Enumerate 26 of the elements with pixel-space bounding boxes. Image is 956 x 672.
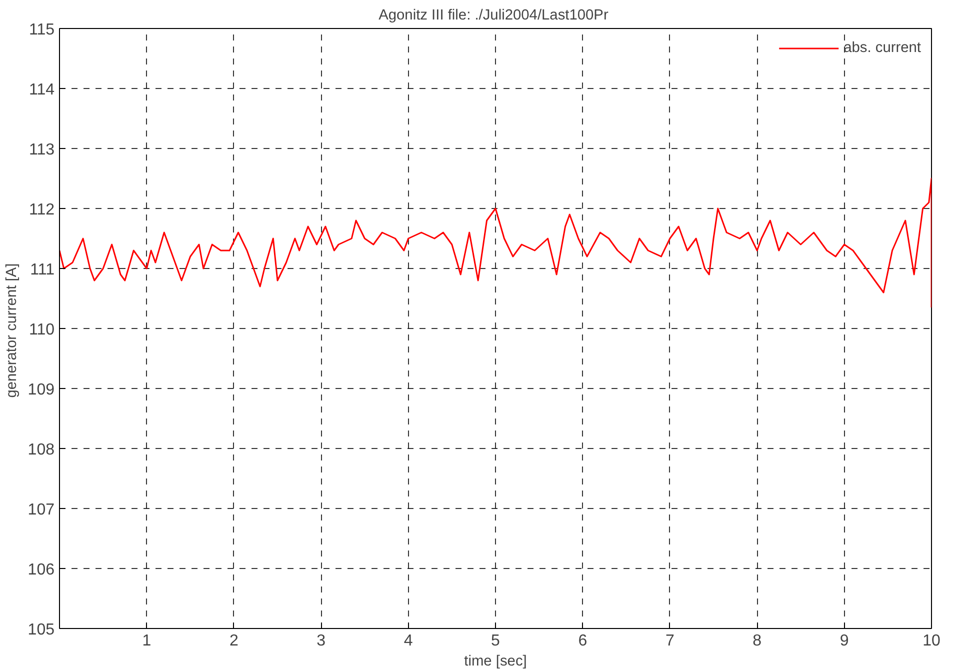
x-tick-label: 8: [752, 632, 762, 650]
x-tick-label: 5: [491, 632, 500, 650]
line-series: [60, 178, 932, 308]
legend-label: abs. current: [844, 40, 921, 56]
x-tick-label: 10: [922, 632, 940, 650]
y-tick-label: 114: [28, 82, 55, 98]
x-tick-label: 3: [316, 632, 326, 650]
x-tick-label: 4: [404, 632, 413, 650]
y-axis-title: generator current [A]: [4, 263, 20, 398]
y-tick-label: 108: [28, 442, 55, 458]
y-tick-label: 110: [28, 322, 55, 338]
y-tick-label: 109: [28, 382, 55, 398]
y-tick-label: 105: [28, 622, 55, 638]
x-tick-label: 2: [229, 632, 238, 650]
y-tick-label: 107: [28, 502, 55, 518]
x-tick-label: 1: [142, 632, 152, 650]
x-tick-label: 9: [840, 632, 849, 650]
x-tick-label: 7: [665, 632, 674, 650]
y-tick-label: 113: [28, 142, 55, 158]
y-tick-label: 111: [30, 262, 55, 278]
y-tick-label: 115: [28, 22, 55, 38]
x-axis-title: time [sec]: [464, 654, 527, 670]
y-tick-label: 106: [28, 562, 55, 578]
y-tick-label: 112: [28, 202, 55, 218]
x-tick-label: 6: [578, 632, 588, 650]
chart-title: Agonitz III file: ./Juli2004/Last100Pr: [378, 8, 608, 24]
